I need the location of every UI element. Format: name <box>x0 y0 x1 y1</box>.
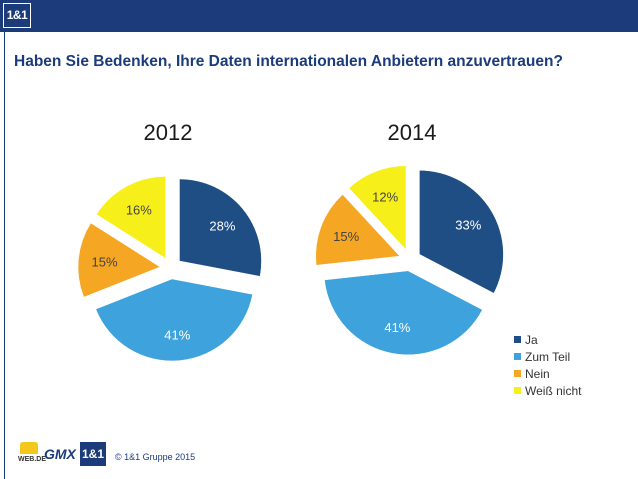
pie-slice-ja <box>179 178 262 277</box>
legend-label: Nein <box>525 367 550 381</box>
legend-swatch <box>514 336 521 343</box>
webde-wordmark: WEB.DE <box>18 456 46 463</box>
pie-slice-ja <box>419 170 504 294</box>
pie-data-label: 33% <box>455 218 481 233</box>
pie-slice-weiß-nicht <box>96 176 166 259</box>
pie-data-label: 15% <box>333 229 359 244</box>
copyright: © 1&1 Gruppe 2015 <box>115 452 196 462</box>
legend-swatch <box>514 370 521 377</box>
chart-title: 2014 <box>388 120 437 145</box>
legend-label: Weiß nicht <box>525 384 582 398</box>
chart-legend: Ja Zum Teil Nein Weiß nicht <box>514 333 582 398</box>
pie-data-label: 41% <box>164 327 190 342</box>
pie-data-label: 28% <box>209 218 235 233</box>
page-title: Haben Sie Bedenken, Ihre Daten internati… <box>14 53 563 70</box>
webde-crown-icon <box>20 442 38 454</box>
pie-slice-zum-teil <box>324 270 483 356</box>
gmx-logo: GMX <box>44 446 76 462</box>
legend-swatch <box>514 353 521 360</box>
pie-data-label: 41% <box>384 320 410 335</box>
legend-swatch <box>514 387 521 394</box>
legend-label: Zum Teil <box>525 350 570 364</box>
legend-label: Ja <box>525 333 538 347</box>
left-rule <box>4 32 5 479</box>
chart-title: 2012 <box>144 120 193 145</box>
pie-slice-nein <box>77 222 161 298</box>
footer-logos: WEB.DE GMX 1&1 <box>14 440 110 470</box>
header-bar: 1&1 <box>0 0 638 32</box>
webde-logo: WEB.DE <box>18 442 46 468</box>
pie-chart-2014: 2014 33% 41% 15% 12% <box>315 120 504 356</box>
pie-slice-zum-teil <box>95 278 253 362</box>
pie-slice-nein <box>315 194 401 266</box>
pie-data-label: 12% <box>372 190 398 205</box>
footer-brand-logo: 1&1 <box>80 442 106 466</box>
pie-chart-2012: 2012 28% 41% 15% 16% <box>77 120 262 362</box>
pie-slice-weiß-nicht <box>348 165 407 251</box>
pie-data-label: 16% <box>126 202 152 217</box>
brand-logo: 1&1 <box>3 3 31 28</box>
pie-data-label: 15% <box>92 255 118 270</box>
